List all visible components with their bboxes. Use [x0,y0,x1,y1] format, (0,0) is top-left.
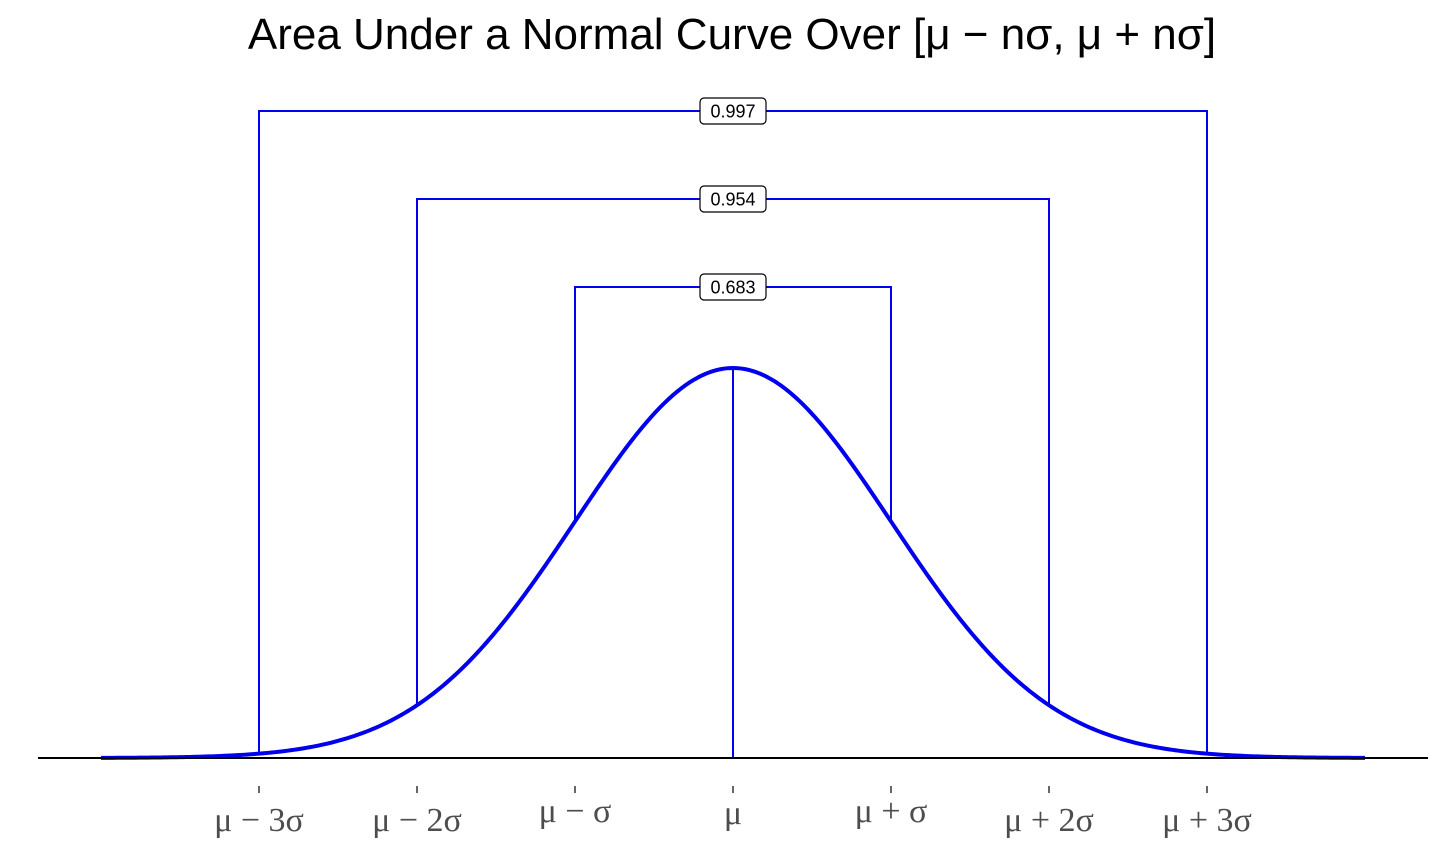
area-label-box [699,185,767,213]
x-tick-label: μ + 3σ [1162,802,1252,839]
area-label-box [699,273,767,301]
area-label: 0.954 [710,190,755,210]
density-curve [100,366,1366,760]
chart-title: Area Under a Normal Curve Over [μ − nσ, … [248,10,1216,59]
x-tick-label: μ − 2σ [372,802,462,839]
area-label: 0.683 [710,278,755,298]
x-tick-label: μ + σ [855,793,928,830]
axis-layer: μ − 3σ μ − 2σ μ − σ μ μ + σ μ + 2σ μ + 3σ [38,757,1428,839]
area-label-box [699,97,767,125]
curve-layer [100,366,1366,760]
x-tick-label: μ − σ [539,793,612,830]
area-label: 0.997 [710,102,755,122]
x-tick-label: μ − 3σ [214,802,304,839]
x-tick-label: μ [724,795,742,832]
labels-layer: 0.683 0.954 0.997 [699,97,767,301]
x-tick-label: μ + 2σ [1004,802,1094,839]
